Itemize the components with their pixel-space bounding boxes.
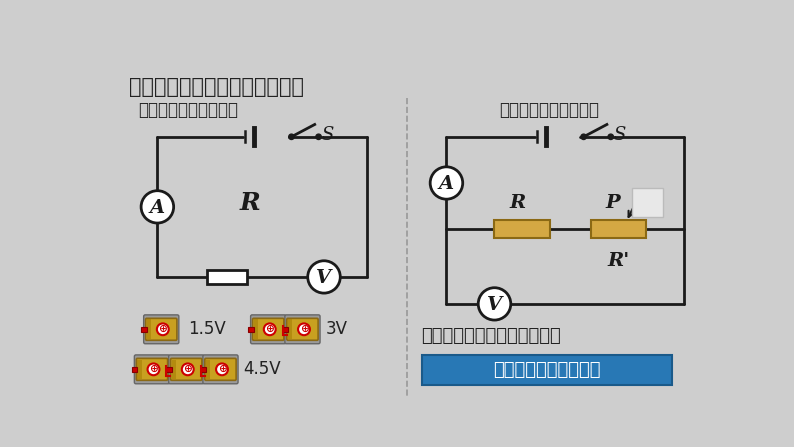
Circle shape bbox=[308, 261, 341, 293]
Text: S: S bbox=[614, 126, 626, 144]
Circle shape bbox=[430, 167, 463, 199]
Bar bbox=[132, 367, 137, 372]
Text: ⊕: ⊕ bbox=[299, 325, 308, 334]
Text: 你感觉哪个方案更便于操作？: 你感觉哪个方案更便于操作？ bbox=[421, 327, 561, 345]
Text: R: R bbox=[510, 194, 526, 212]
FancyBboxPatch shape bbox=[137, 358, 168, 380]
FancyBboxPatch shape bbox=[203, 355, 238, 384]
FancyBboxPatch shape bbox=[252, 318, 284, 340]
Text: ⊕: ⊕ bbox=[265, 325, 274, 334]
Bar bbox=[207, 270, 247, 284]
Bar bbox=[137, 359, 142, 379]
Text: A: A bbox=[150, 198, 165, 217]
Text: 方案二：用滑动变阔器: 方案二：用滑动变阔器 bbox=[493, 361, 601, 379]
Text: ⊕: ⊕ bbox=[218, 364, 226, 374]
FancyBboxPatch shape bbox=[251, 315, 286, 344]
Circle shape bbox=[264, 324, 276, 335]
Text: ⊕: ⊕ bbox=[183, 364, 192, 374]
Text: ⊕: ⊕ bbox=[149, 364, 158, 374]
FancyBboxPatch shape bbox=[145, 318, 177, 340]
Text: P: P bbox=[605, 194, 619, 212]
Bar bbox=[591, 220, 646, 238]
FancyBboxPatch shape bbox=[287, 318, 318, 340]
Circle shape bbox=[148, 363, 160, 375]
Bar bbox=[172, 359, 176, 379]
FancyBboxPatch shape bbox=[205, 358, 236, 380]
Text: 4.5V: 4.5V bbox=[244, 360, 281, 378]
Bar bbox=[283, 327, 288, 332]
FancyBboxPatch shape bbox=[285, 315, 320, 344]
Text: S: S bbox=[322, 126, 334, 144]
Circle shape bbox=[216, 363, 228, 375]
Bar bbox=[494, 220, 549, 238]
Text: 方案一：改变电池节数: 方案一：改变电池节数 bbox=[138, 101, 238, 119]
Bar bbox=[249, 327, 254, 332]
Text: V: V bbox=[317, 269, 332, 287]
Text: ⊕: ⊕ bbox=[158, 325, 168, 334]
Bar bbox=[167, 367, 172, 372]
Text: 方案二：用滑动变阔器: 方案二：用滑动变阔器 bbox=[499, 101, 599, 119]
Text: R: R bbox=[240, 191, 260, 215]
Circle shape bbox=[316, 134, 322, 139]
Bar bbox=[147, 320, 151, 339]
Bar bbox=[141, 327, 147, 332]
Text: V: V bbox=[487, 295, 502, 314]
FancyBboxPatch shape bbox=[168, 355, 204, 384]
FancyBboxPatch shape bbox=[144, 315, 179, 344]
Circle shape bbox=[581, 134, 586, 139]
Circle shape bbox=[478, 288, 511, 320]
FancyBboxPatch shape bbox=[422, 355, 672, 385]
Text: 3V: 3V bbox=[326, 320, 348, 338]
Circle shape bbox=[141, 191, 174, 223]
Circle shape bbox=[182, 363, 194, 375]
Bar bbox=[201, 367, 206, 372]
Bar bbox=[254, 320, 258, 339]
Bar bbox=[288, 320, 292, 339]
Text: A: A bbox=[439, 175, 454, 193]
Bar bbox=[633, 188, 664, 217]
Bar bbox=[206, 359, 210, 379]
FancyBboxPatch shape bbox=[134, 355, 170, 384]
Circle shape bbox=[289, 134, 294, 139]
Text: 1.5V: 1.5V bbox=[188, 320, 226, 338]
Text: R': R' bbox=[607, 252, 630, 270]
FancyBboxPatch shape bbox=[171, 358, 202, 380]
Circle shape bbox=[298, 324, 310, 335]
Circle shape bbox=[157, 324, 169, 335]
Text: 如何改变定値电阔两端的电压？: 如何改变定値电阔两端的电压？ bbox=[129, 77, 303, 97]
Circle shape bbox=[608, 134, 614, 139]
